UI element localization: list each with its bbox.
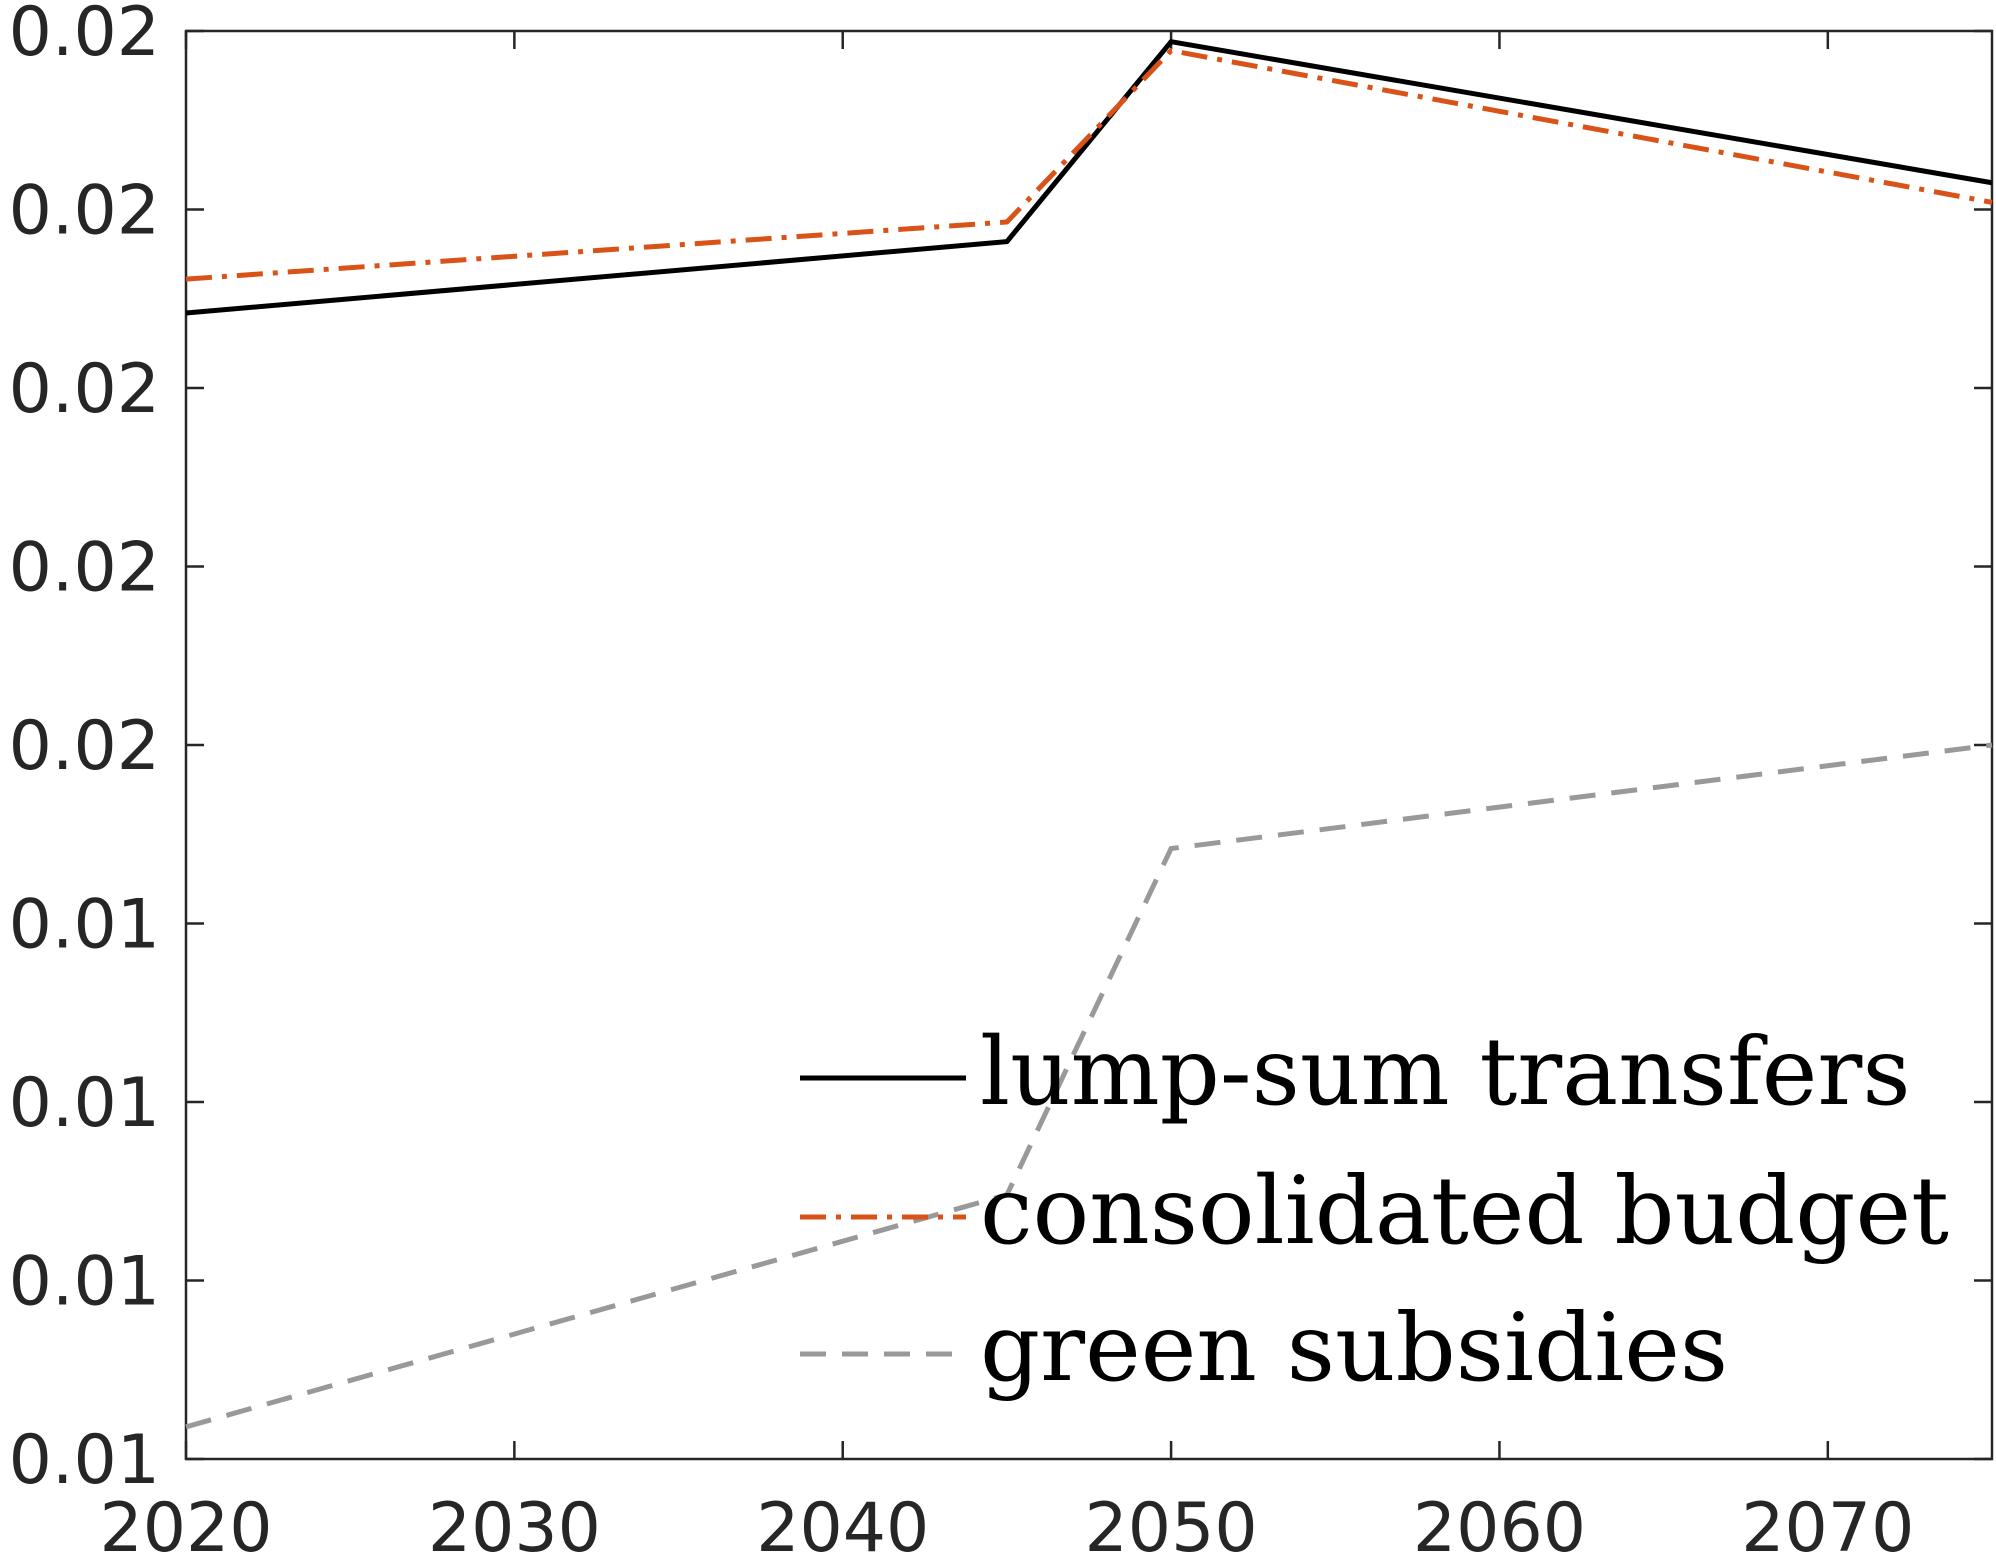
y-tick-label: 0.02 [9,529,160,608]
y-tick-label: 0.02 [9,350,160,429]
x-tick-label: 2030 [428,1489,601,1554]
series-line-green-subsidies [185,742,1993,1430]
y-tick-label: 0.01 [9,886,160,965]
y-tick-label: 0.01 [9,1421,160,1500]
x-tick-label: 2020 [99,1489,272,1554]
y-tick-label: 0.01 [9,1243,160,1322]
legend-label-green-subsidies: green subsidies [980,1294,1728,1403]
legend: lump-sum transfers consolidated budget gre… [800,1018,1949,1403]
legend-label-consolidated-budget: consolidated budget [980,1157,1949,1266]
x-tick-label: 2050 [1085,1489,1258,1554]
y-tick-label: 0.01 [9,1064,160,1143]
x-tick-label: 2060 [1413,1489,1586,1554]
tick-labels: 2020 2030 2040 2050 2060 2070 0.01 0.01 0.01 0.01… [9,0,1915,1554]
series-line-consolidated-budget [185,47,1993,282]
x-tick-label: 2070 [1741,1489,1914,1554]
y-tick-label: 0.02 [9,0,160,72]
x-tick-label: 2040 [756,1489,929,1554]
series-line-lump-sum-transfers [185,38,1993,316]
legend-label-lump-sum-transfers: lump-sum transfers [980,1018,1911,1127]
y-tick-label: 0.02 [9,172,160,251]
y-tick-label: 0.02 [9,707,160,786]
series-lines [185,38,1993,1430]
